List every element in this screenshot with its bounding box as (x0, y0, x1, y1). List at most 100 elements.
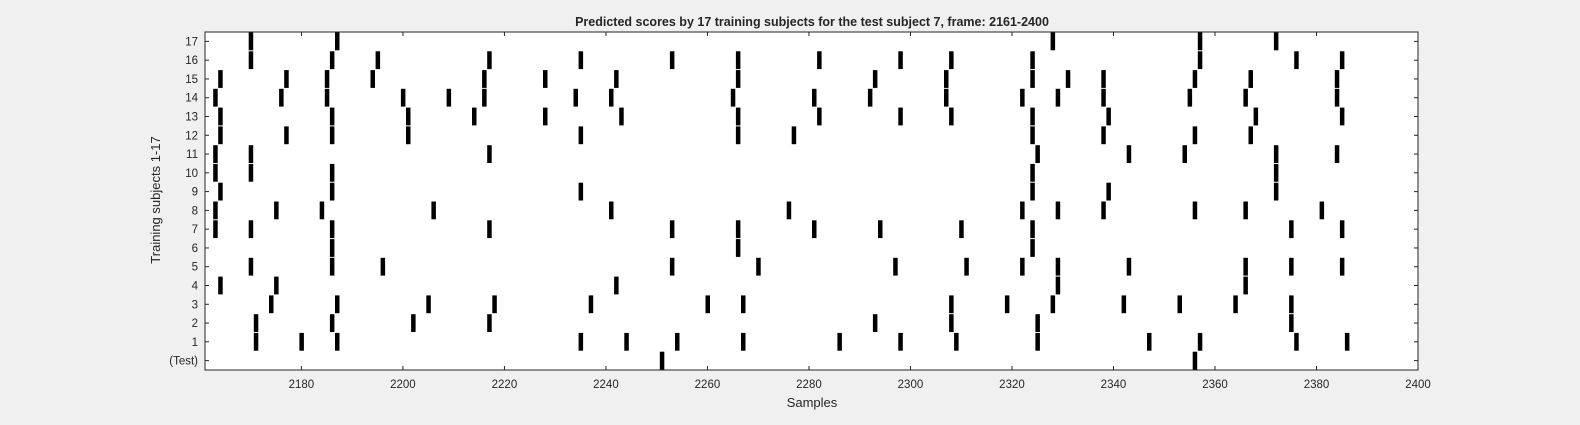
spike-mark (1339, 51, 1345, 70)
spike-mark (1197, 32, 1203, 51)
spike-mark (669, 257, 675, 276)
spike-mark (867, 88, 873, 107)
spike-mark (543, 70, 548, 88)
y-tick-label: 11 (186, 149, 198, 161)
spike-mark (406, 126, 411, 145)
spike-mark (619, 107, 624, 126)
spike-mark (1192, 126, 1198, 145)
y-tick-label: (Test) (169, 356, 198, 368)
spike-mark (949, 314, 954, 332)
spike-mark (614, 276, 619, 295)
spike-mark (735, 70, 741, 88)
spike-mark (1030, 70, 1035, 88)
y-tick-label: 8 (192, 205, 198, 217)
spike-mark (573, 88, 578, 107)
spike-mark (1055, 201, 1061, 220)
spike-mark (380, 257, 386, 276)
spike-mark (1289, 314, 1294, 332)
spike-mark (279, 88, 284, 107)
spike-mark (248, 51, 254, 70)
spike-mark (1106, 182, 1111, 201)
spike-mark (218, 276, 223, 295)
spike-mark (1289, 295, 1294, 314)
spike-mark (1289, 257, 1294, 276)
spike-mark (614, 70, 619, 88)
axis-ticks: 2180 2200 2220 2240 2260 2280 2300 2320 2340 2360… (169, 32, 1431, 391)
spike-mark (791, 126, 797, 145)
chart-title: Predicted scores by 17 training subjects… (575, 15, 1049, 29)
y-tick-label: 10 (185, 168, 198, 180)
spike-mark (837, 332, 842, 351)
spike-mark (253, 314, 259, 332)
spike-mark (964, 257, 969, 276)
spike-mark (329, 239, 335, 257)
spike-mark (1126, 257, 1132, 276)
spike-mark (1243, 276, 1248, 295)
y-tick-label: 4 (192, 281, 199, 293)
spike-mark (400, 88, 406, 107)
spike-mark (675, 332, 680, 351)
spike-mark (248, 163, 254, 182)
x-tick-label: 2400 (1405, 379, 1431, 391)
spike-mark (335, 32, 340, 51)
y-tick-label: 1 (192, 337, 198, 349)
spike-mark (324, 70, 330, 88)
spike-mark (1192, 201, 1198, 220)
spike-mark (1020, 257, 1025, 276)
spike-mark (487, 220, 492, 239)
spike-mark (735, 220, 741, 239)
spike-mark (949, 107, 954, 126)
spike-mark (248, 257, 254, 276)
spike-mark (812, 88, 817, 107)
spike-mark (329, 314, 335, 332)
spike-mark (735, 51, 741, 70)
spike-mark (578, 182, 584, 201)
spike-mark (1004, 295, 1010, 314)
spike-mark (482, 88, 487, 107)
spike-mark (944, 88, 949, 107)
spike-mark (949, 51, 954, 70)
spike-mark (324, 88, 330, 107)
spike-mark (253, 332, 259, 351)
spike-mark (1020, 88, 1025, 107)
spike-mark (213, 201, 218, 220)
spike-mark (1055, 88, 1061, 107)
spike-mark (431, 201, 436, 220)
spike-mark (1243, 257, 1248, 276)
y-tick-label: 7 (192, 224, 198, 236)
spike-mark (812, 220, 817, 239)
spike-mark (426, 295, 431, 314)
spike-mark (1030, 51, 1035, 70)
spike-mark (543, 107, 548, 126)
spike-mark (1177, 295, 1182, 314)
y-tick-label: 17 (185, 36, 198, 48)
spike-mark (1339, 220, 1345, 239)
spike-mark (735, 239, 741, 257)
spike-mark (1273, 182, 1279, 201)
spike-mark (329, 182, 335, 201)
spike-mark (329, 163, 335, 182)
spike-mark (669, 51, 675, 70)
spike-mark (609, 88, 614, 107)
spike-mark (411, 314, 416, 332)
spike-mark (1334, 145, 1340, 163)
spike-mark (218, 126, 223, 145)
spike-mark (1339, 107, 1345, 126)
spike-mark (1294, 51, 1299, 70)
y-tick-label: 2 (192, 318, 198, 330)
y-tick-label: 5 (192, 262, 198, 274)
spike-mark (1339, 257, 1345, 276)
x-tick-label: 2300 (898, 379, 924, 391)
spike-mark (487, 145, 492, 163)
spike-mark (1248, 126, 1253, 145)
spike-mark (1035, 314, 1040, 332)
spike-mark (492, 295, 497, 314)
spike-mark (269, 295, 274, 314)
spike-mark (817, 107, 822, 126)
spike-mark (1055, 257, 1061, 276)
spike-mark (329, 107, 335, 126)
spike-mark (898, 107, 903, 126)
spike-mark (659, 351, 665, 370)
x-tick-label: 2200 (390, 379, 416, 391)
